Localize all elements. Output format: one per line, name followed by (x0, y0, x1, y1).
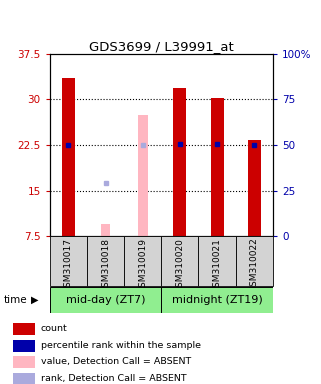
Bar (87, 236, 124, 286)
Title: GDS3699 / L39991_at: GDS3699 / L39991_at (89, 40, 234, 53)
Bar (101, 224, 110, 236)
Bar (198, 236, 236, 286)
Bar (161, 236, 198, 286)
Bar (13, 356, 35, 368)
Bar (50, 287, 161, 313)
Bar (236, 236, 273, 286)
Text: mid-day (ZT7): mid-day (ZT7) (66, 295, 145, 305)
Text: ▶: ▶ (30, 295, 38, 305)
Bar (138, 114, 148, 236)
Bar (13, 372, 35, 384)
Text: midnight (ZT19): midnight (ZT19) (172, 295, 263, 305)
Bar (173, 88, 187, 236)
Text: GSM310021: GSM310021 (213, 238, 221, 293)
Text: GSM310017: GSM310017 (64, 238, 73, 293)
Text: time: time (3, 295, 27, 305)
Bar (62, 78, 75, 236)
Bar (13, 340, 35, 352)
Bar (50, 236, 87, 286)
Text: GSM310022: GSM310022 (250, 238, 259, 292)
Text: GSM310018: GSM310018 (101, 238, 110, 293)
Bar (211, 98, 224, 236)
Bar (124, 236, 161, 286)
Text: count: count (41, 324, 67, 333)
Bar (248, 140, 261, 236)
Text: GSM310020: GSM310020 (175, 238, 184, 293)
Text: percentile rank within the sample: percentile rank within the sample (41, 341, 201, 350)
Text: value, Detection Call = ABSENT: value, Detection Call = ABSENT (41, 358, 191, 366)
Bar (161, 287, 273, 313)
Bar (13, 323, 35, 335)
Text: rank, Detection Call = ABSENT: rank, Detection Call = ABSENT (41, 374, 187, 383)
Text: GSM310019: GSM310019 (138, 238, 147, 293)
